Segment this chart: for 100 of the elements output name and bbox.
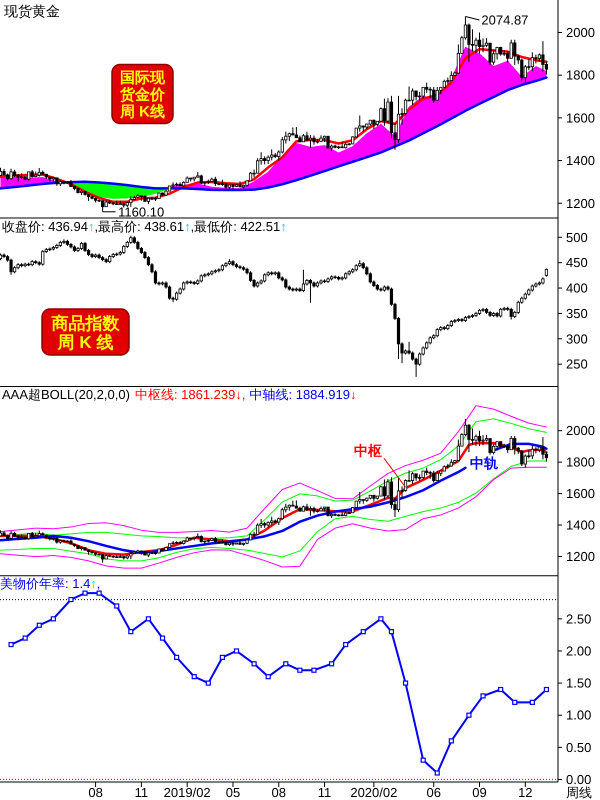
series-label: 美物价年率: 1.4↑,	[0, 576, 100, 591]
candlestick	[478, 430, 482, 447]
point	[8, 642, 14, 648]
candlestick	[520, 58, 524, 81]
candlestick	[436, 86, 439, 101]
candlestick	[516, 300, 520, 314]
point	[530, 700, 535, 705]
y-tick-label: 1800	[566, 68, 595, 83]
point	[388, 629, 394, 634]
annotation: 中轨	[470, 455, 498, 471]
candlestick	[478, 32, 482, 54]
x-tick-label: 08	[272, 785, 286, 800]
candlestick	[450, 70, 453, 82]
point	[114, 603, 120, 609]
y-tick-label: 450	[566, 255, 588, 270]
point	[174, 654, 180, 660]
candlestick	[200, 174, 203, 185]
annotation: 中枢	[354, 442, 382, 458]
y-tick-label: 2000	[566, 423, 595, 438]
y-tick-label: 2000	[566, 24, 595, 40]
candlestick	[326, 136, 330, 150]
candlestick	[312, 135, 316, 146]
y-tick-label: 1.50	[566, 676, 592, 691]
y-tick-label: 350	[566, 306, 588, 321]
point	[544, 686, 550, 692]
annotation: 1160.10	[118, 204, 164, 220]
candlestick	[182, 280, 186, 292]
y-tick-label: 1.00	[566, 708, 592, 723]
chart-title: 收盘价: 436.94↑,最高价: 438.61↑,最低价: 422.51↑	[2, 219, 287, 234]
candlestick	[432, 86, 436, 104]
candlestick	[168, 285, 172, 300]
candlestick	[481, 434, 485, 446]
y-tick-label: 1400	[566, 153, 595, 168]
y-tick-label: 1600	[566, 110, 595, 126]
point	[206, 680, 211, 686]
candlestick	[294, 126, 298, 138]
candlestick	[432, 470, 436, 484]
candlestick	[263, 272, 266, 283]
x-tick-label: 12	[518, 785, 533, 800]
candlestick	[541, 40, 545, 72]
point	[343, 642, 348, 648]
candlestick	[382, 98, 386, 126]
candlestick	[379, 485, 382, 497]
point	[266, 674, 271, 680]
x-tick-label: 09	[472, 785, 487, 800]
point	[311, 668, 317, 673]
candlestick	[372, 119, 376, 130]
y-tick-label: 1600	[566, 486, 595, 502]
candlestick	[308, 278, 312, 304]
point	[420, 758, 426, 763]
candlestick	[308, 134, 312, 148]
candlestick	[510, 436, 513, 451]
candlestick	[379, 106, 382, 122]
chart-title: AAA超BOLL(20,2,0,0)	[2, 387, 130, 402]
point	[480, 693, 486, 699]
candlestick	[488, 438, 492, 456]
candlestick	[9, 258, 13, 276]
y-tick-label: 2.50	[566, 611, 592, 626]
point	[498, 686, 504, 692]
candlestick	[541, 436, 545, 460]
candlestick	[422, 86, 425, 100]
candlestick	[302, 269, 306, 293]
candlestick	[270, 148, 274, 161]
point	[50, 616, 56, 622]
candlestick	[481, 38, 485, 53]
text: 中枢线: 1861.239↓,	[134, 387, 246, 402]
point	[234, 648, 240, 654]
point	[22, 636, 28, 641]
x-tick-label: 2020/02	[350, 785, 398, 800]
candlestick	[9, 168, 13, 180]
text: 中轴线: 1884.919↓	[249, 387, 356, 402]
y-tick-label: 0.00	[566, 772, 592, 787]
y-tick-label: 0.50	[566, 740, 592, 755]
point	[360, 629, 366, 634]
y-tick-label: 500	[566, 230, 588, 245]
x-tick-label: 06	[426, 785, 441, 800]
point	[192, 674, 197, 680]
candlestick	[513, 39, 516, 66]
x-tick-label: 05	[226, 785, 240, 800]
candlestick	[488, 42, 492, 66]
candlestick	[496, 440, 499, 452]
point	[512, 700, 518, 705]
point	[146, 616, 152, 622]
point	[96, 590, 102, 596]
candlestick	[428, 86, 432, 99]
candlestick	[122, 244, 126, 255]
y-tick-label: 300	[566, 331, 588, 346]
point	[466, 712, 472, 718]
point	[82, 590, 88, 596]
candlestick	[308, 506, 312, 516]
point	[378, 616, 384, 622]
candlestick	[530, 52, 534, 72]
y-tick-label: 250	[566, 356, 588, 372]
y-tick-label: 2.00	[566, 643, 592, 658]
candlestick	[436, 328, 439, 338]
candlestick	[410, 88, 414, 106]
candlestick	[513, 436, 516, 456]
candlestick	[496, 46, 499, 60]
point	[160, 636, 166, 641]
point	[328, 661, 334, 666]
